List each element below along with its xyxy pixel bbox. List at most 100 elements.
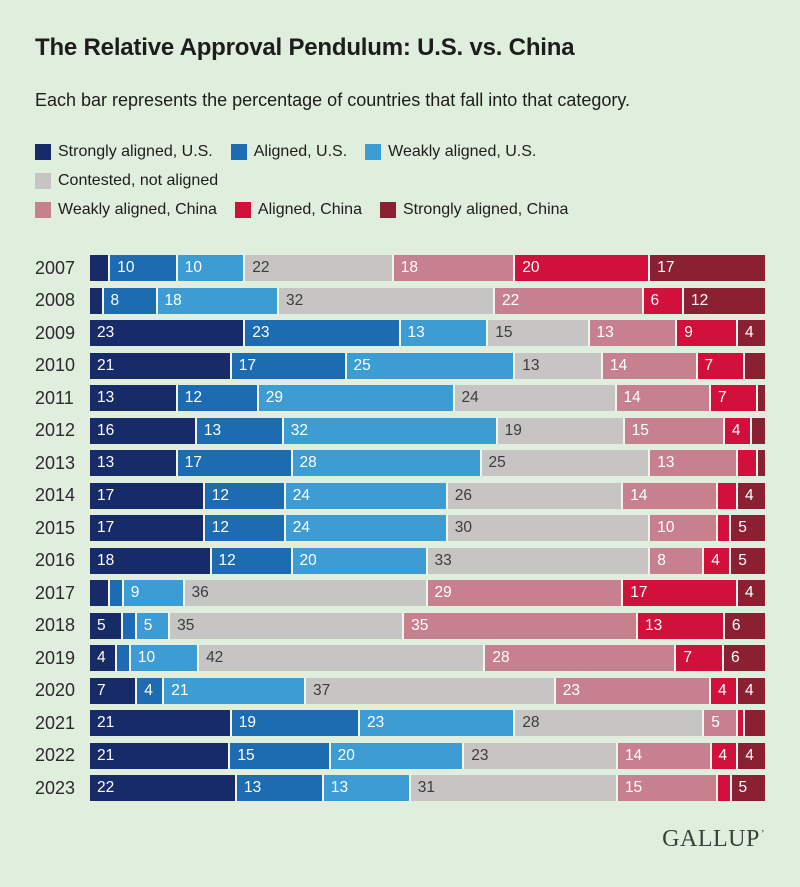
legend-item-strongly-aligned-china: Strongly aligned, China xyxy=(379,201,568,219)
segment-weakly-aligned-china: 14 xyxy=(623,482,718,509)
bar-2011: 13 12 29 24 14 7 xyxy=(90,385,765,411)
chart-row-2016: 2016 18 12 20 33 8 4 5 xyxy=(35,547,765,574)
segment-weakly-aligned-china: 10 xyxy=(650,515,718,541)
segment-value: 21 xyxy=(97,746,115,764)
legend-item-strongly-aligned-u-s: Strongly aligned, U.S. xyxy=(35,143,213,161)
chart-row-2018: 2018 5 5 35 35 13 6 xyxy=(35,612,765,639)
segment-strongly-aligned-china: 5 xyxy=(731,547,765,574)
segment-value: 13 xyxy=(596,324,614,342)
chart-row-2019: 2019 4 10 42 28 7 6 xyxy=(35,645,765,671)
segment-weakly-aligned-china: 18 xyxy=(393,255,516,281)
segment-value: 23 xyxy=(562,681,580,699)
segment-strongly-aligned-u-s xyxy=(90,255,111,281)
chart-row-2013: 2013 13 17 28 25 13 xyxy=(35,450,765,476)
segment-aligned-china: 6 xyxy=(643,287,684,314)
segment-value: 5 xyxy=(711,714,720,732)
segment-value: 19 xyxy=(238,714,256,732)
segment-aligned-china: 20 xyxy=(515,255,651,281)
segment-strongly-aligned-china: 4 xyxy=(738,742,765,769)
chart-row-2012: 2012 16 13 32 19 15 4 xyxy=(35,417,765,444)
segment-contested-not-aligned: 32 xyxy=(279,287,495,314)
segment-value: 10 xyxy=(117,259,135,277)
segment-strongly-aligned-u-s xyxy=(90,287,104,314)
segment-value: 17 xyxy=(657,259,675,277)
segment-value: 22 xyxy=(252,259,270,277)
segment-value: 7 xyxy=(718,389,727,407)
bar-2023: 22 13 13 31 15 5 xyxy=(90,775,765,801)
chart-row-2015: 2015 17 12 24 30 10 5 xyxy=(35,515,765,541)
segment-aligned-u-s xyxy=(117,645,131,671)
segment-aligned-u-s: 13 xyxy=(196,417,284,444)
segment-value: 10 xyxy=(657,519,675,537)
chart-row-2007: 2007 10 10 22 18 20 17 xyxy=(35,255,765,281)
segment-value: 13 xyxy=(657,454,675,472)
segment-value: 13 xyxy=(203,421,222,439)
segment-value: 23 xyxy=(97,324,115,342)
segment-aligned-u-s: 12 xyxy=(211,547,293,574)
page-title: The Relative Approval Pendulum: U.S. vs.… xyxy=(35,34,575,61)
legend-item-aligned-china: Aligned, China xyxy=(234,201,362,219)
segment-value: 4 xyxy=(711,551,720,569)
segment-aligned-china: 4 xyxy=(711,742,739,769)
segment-value: 13 xyxy=(330,779,349,797)
segment-value: 13 xyxy=(522,356,540,374)
segment-value: 25 xyxy=(353,356,371,374)
segment-value: 17 xyxy=(97,486,115,504)
segment-value: 14 xyxy=(610,356,628,374)
segment-strongly-aligned-u-s: 21 xyxy=(90,710,232,736)
segment-strongly-aligned-china xyxy=(751,417,765,444)
segment-value: 13 xyxy=(407,324,425,342)
segment-aligned-u-s: 8 xyxy=(103,287,158,314)
segment-value: 12 xyxy=(211,486,229,504)
bar-2013: 13 17 28 25 13 xyxy=(90,450,765,476)
segment-strongly-aligned-china xyxy=(758,450,765,476)
segment-value: 4 xyxy=(731,421,741,439)
segment-value: 33 xyxy=(434,551,452,569)
segment-weakly-aligned-china: 14 xyxy=(616,385,711,411)
segment-value: 20 xyxy=(337,746,355,764)
segment-strongly-aligned-china: 4 xyxy=(738,677,765,704)
segment-aligned-u-s: 17 xyxy=(231,352,347,379)
segment-value: 8 xyxy=(657,551,666,569)
segment-value: 15 xyxy=(495,324,513,342)
gallup-logo: GALLUP’ xyxy=(35,826,765,853)
segment-aligned-china xyxy=(717,482,738,509)
segment-value: 26 xyxy=(454,486,472,504)
segment-aligned-u-s xyxy=(123,612,137,639)
segment-value: 15 xyxy=(631,421,649,439)
segment-value: 28 xyxy=(299,454,317,472)
segment-value: 24 xyxy=(292,486,310,504)
segment-weakly-aligned-china: 15 xyxy=(617,775,719,801)
segment-aligned-u-s: 23 xyxy=(245,320,401,346)
segment-value: 31 xyxy=(417,779,436,797)
segment-strongly-aligned-china: 4 xyxy=(738,320,765,346)
segment-value: 12 xyxy=(184,389,202,407)
year-label: 2009 xyxy=(35,322,76,343)
segment-strongly-aligned-u-s: 23 xyxy=(90,320,246,346)
segment-weakly-aligned-china: 13 xyxy=(650,450,738,476)
segment-aligned-u-s: 12 xyxy=(204,515,286,541)
brand-text: GALLUP xyxy=(662,826,760,852)
segment-value: 16 xyxy=(97,421,115,439)
segment-value: 14 xyxy=(630,486,648,504)
segment-value: 4 xyxy=(718,746,728,764)
segment-aligned-china: 4 xyxy=(711,677,738,704)
legend-item-weakly-aligned-u-s: Weakly aligned, U.S. xyxy=(365,143,536,161)
segment-aligned-china: 17 xyxy=(623,580,738,606)
segment-strongly-aligned-u-s: 17 xyxy=(90,482,205,509)
bar-2017: 9 36 29 17 4 xyxy=(90,580,765,606)
legend-label: Weakly aligned, China xyxy=(58,201,217,218)
segment-contested-not-aligned: 25 xyxy=(481,450,651,476)
segment-value: 4 xyxy=(745,681,754,699)
segment-value: 13 xyxy=(244,779,262,797)
segment-value: 4 xyxy=(144,681,153,699)
segment-contested-not-aligned: 19 xyxy=(497,417,625,444)
segment-value: 5 xyxy=(143,616,153,634)
segment-aligned-u-s: 13 xyxy=(237,775,324,801)
year-label: 2011 xyxy=(35,387,74,408)
segment-weakly-aligned-u-s: 24 xyxy=(285,482,448,509)
segment-aligned-china: 7 xyxy=(676,645,725,671)
segment-value: 4 xyxy=(745,486,754,504)
bar-2010: 21 17 25 13 14 7 xyxy=(90,352,765,379)
segment-weakly-aligned-china: 35 xyxy=(404,612,638,639)
